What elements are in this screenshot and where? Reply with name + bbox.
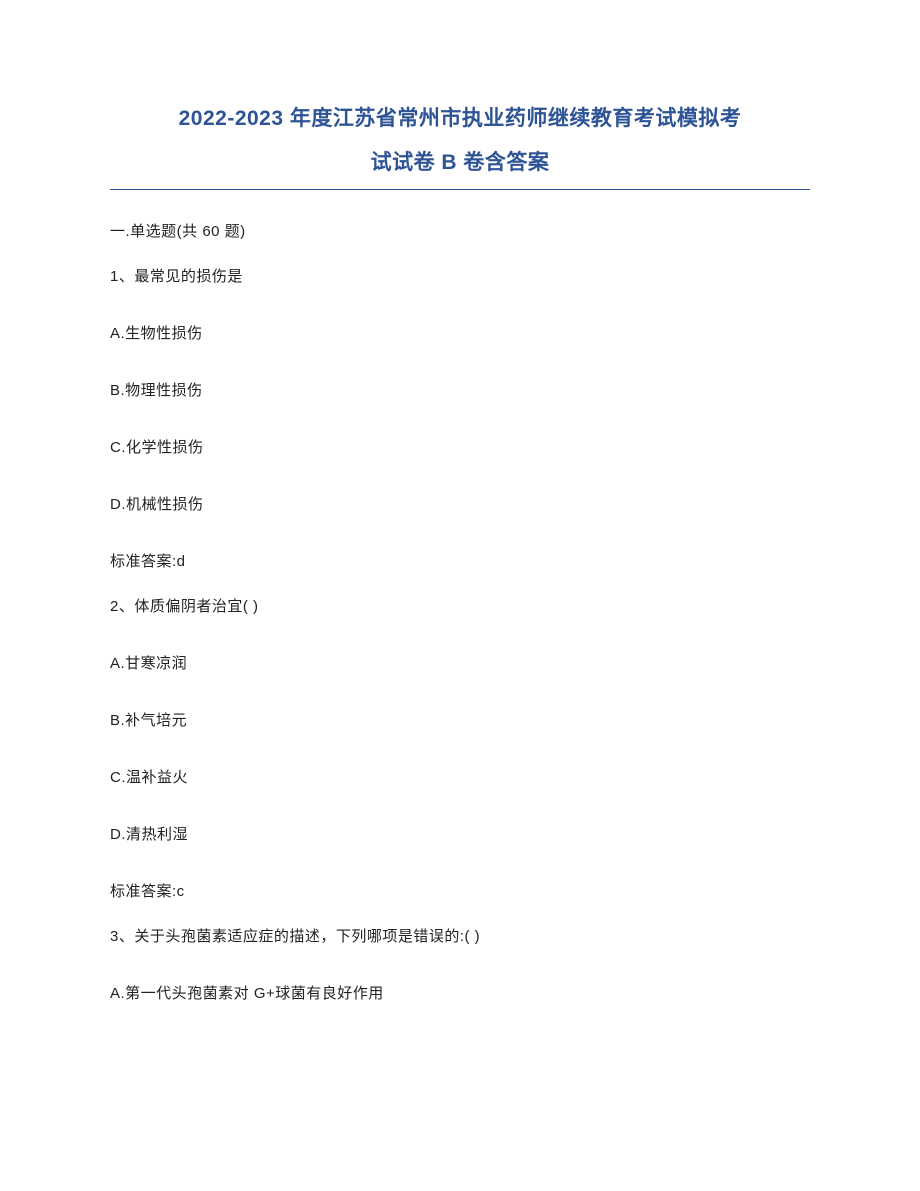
question-2-option-d: D.清热利湿 bbox=[110, 823, 810, 844]
question-1-option-b: B.物理性损伤 bbox=[110, 379, 810, 400]
question-1-option-a: A.生物性损伤 bbox=[110, 322, 810, 343]
question-2-text: 2、体质偏阴者治宜( ) bbox=[110, 595, 810, 616]
question-1-option-d: D.机械性损伤 bbox=[110, 493, 810, 514]
question-2-option-a: A.甘寒凉润 bbox=[110, 652, 810, 673]
question-1-text: 1、最常见的损伤是 bbox=[110, 265, 810, 286]
question-1-answer: 标准答案:d bbox=[110, 550, 810, 571]
question-3-option-a: A.第一代头孢菌素对 G+球菌有良好作用 bbox=[110, 982, 810, 1003]
question-3-text: 3、关于头孢菌素适应症的描述，下列哪项是错误的:( ) bbox=[110, 925, 810, 946]
question-2-option-c: C.温补益火 bbox=[110, 766, 810, 787]
document-title-line1: 2022-2023 年度江苏省常州市执业药师继续教育考试模拟考 bbox=[110, 100, 810, 138]
question-2-option-b: B.补气培元 bbox=[110, 709, 810, 730]
section-header: 一.单选题(共 60 题) bbox=[110, 220, 810, 241]
question-1-option-c: C.化学性损伤 bbox=[110, 436, 810, 457]
document-title-line2: 试试卷 B 卷含答案 bbox=[110, 146, 810, 191]
question-2-answer: 标准答案:c bbox=[110, 880, 810, 901]
